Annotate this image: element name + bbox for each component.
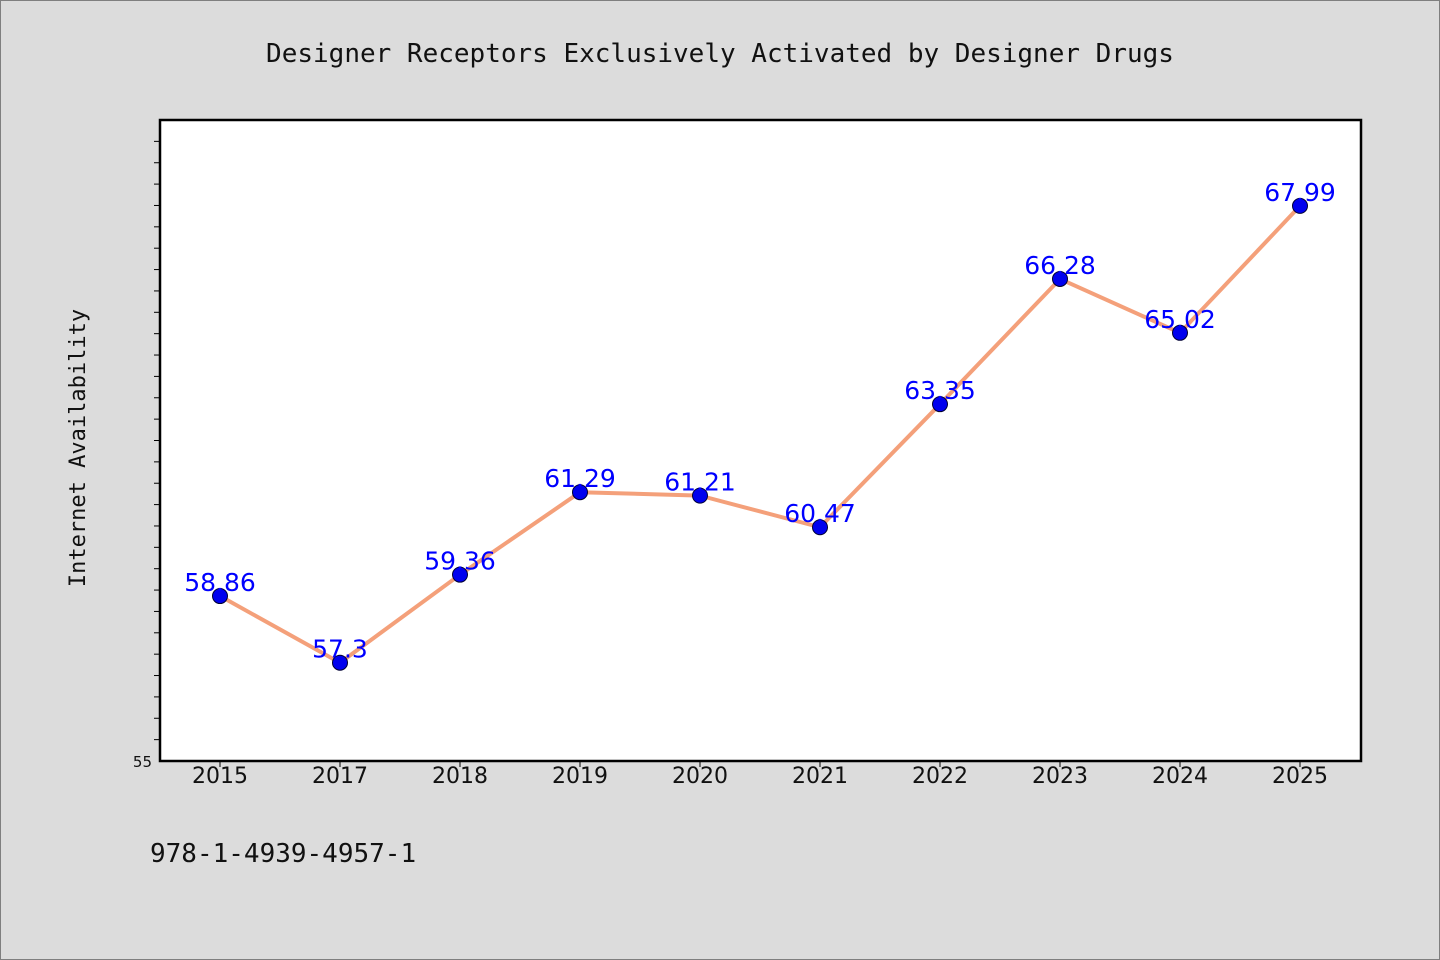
x-axis-ticks: 2015 2017 2018 2019 2020 2021 2022 2023 2024 2025 (192, 761, 1328, 789)
data-label: 57.3 (312, 635, 368, 664)
series-layer: 58.86 57.3 59.36 61.29 61.21 60.47 63.35 66.28 6… (184, 178, 1336, 671)
y-axis-label: Internet Availability (66, 309, 91, 587)
data-point (452, 566, 468, 583)
data-label: 63.35 (904, 376, 976, 405)
data-label: 65.02 (1144, 305, 1216, 334)
data-point (332, 654, 348, 671)
plot-area (158, 118, 1363, 763)
y-axis-ticks: 55 (133, 140, 160, 771)
series-line (219, 204, 1302, 665)
y-tick-label: 55 (133, 753, 152, 771)
chart-title: Designer Receptors Exclusively Activated… (266, 39, 1174, 69)
x-tick-label: 2022 (912, 764, 968, 789)
x-tick-label: 2021 (792, 764, 848, 789)
data-point (692, 487, 708, 504)
data-label: 61.29 (544, 464, 616, 493)
data-point (1292, 197, 1308, 214)
x-tick-label: 2018 (432, 764, 488, 789)
x-tick-label: 2023 (1032, 764, 1088, 789)
x-tick-label: 2024 (1152, 764, 1208, 789)
data-label: 66.28 (1024, 251, 1096, 280)
data-point (572, 484, 588, 501)
x-tick-label: 2025 (1272, 764, 1328, 789)
footer-isbn: 978-1-4939-4957-1 (150, 839, 416, 869)
data-label: 61.21 (664, 468, 736, 497)
data-point (1052, 270, 1068, 287)
x-tick-label: 2017 (312, 764, 368, 789)
x-tick-label: 2020 (672, 764, 728, 789)
x-tick-label: 2015 (192, 764, 248, 789)
data-label: 58.86 (184, 568, 256, 597)
data-label: 67.99 (1264, 178, 1336, 207)
data-label: 59.36 (424, 547, 496, 576)
data-point (812, 519, 828, 536)
data-point (1172, 324, 1188, 341)
x-tick-label: 2019 (552, 764, 608, 789)
data-point (932, 396, 948, 413)
data-label: 60.47 (784, 499, 856, 528)
data-point (212, 588, 228, 605)
